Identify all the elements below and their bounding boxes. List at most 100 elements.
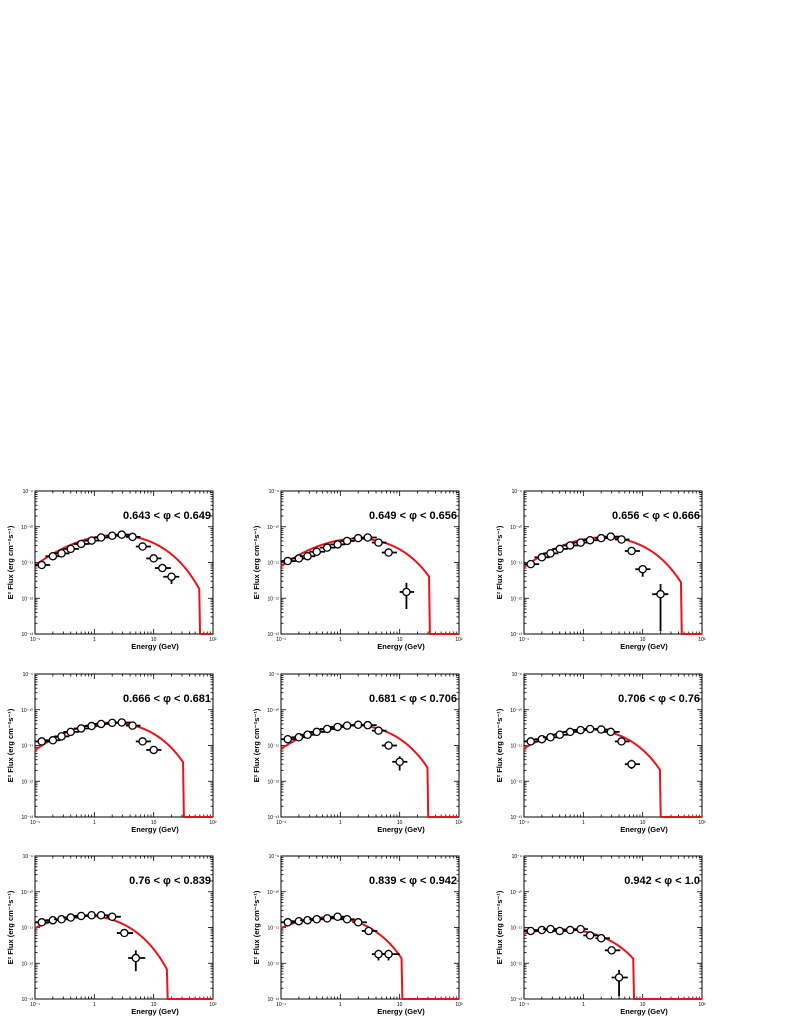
data-point — [361, 926, 378, 936]
y-tick-label: 10⁻⁹ — [269, 489, 279, 495]
data-marker — [303, 730, 312, 739]
data-marker — [283, 556, 293, 566]
phase-range-label: 0.706 < φ < 0.76 — [618, 693, 700, 705]
y-tick-label: 10⁻¹⁰ — [21, 890, 33, 896]
data-point — [371, 949, 387, 961]
y-tick-label: 10⁻¹³ — [267, 815, 279, 821]
data-point — [135, 737, 151, 746]
data-point — [552, 926, 568, 936]
data-point — [116, 928, 134, 938]
data-marker — [76, 724, 86, 733]
x-tick-label: 10⁻¹ — [276, 637, 286, 643]
data-marker — [322, 914, 332, 923]
x-axis-title: Energy (GeV) — [620, 642, 668, 651]
data-marker — [117, 530, 127, 539]
data-point — [281, 734, 297, 744]
x-tick-label: 10² — [698, 1002, 706, 1008]
y-axis-title: E² Flux (erg cm⁻²s⁻¹) — [495, 525, 504, 599]
data-point — [371, 726, 387, 735]
data-point — [330, 912, 346, 921]
data-marker — [526, 737, 536, 746]
data-marker — [555, 730, 564, 739]
data-point — [309, 727, 325, 737]
data-point — [154, 563, 171, 573]
y-tick-label: 10⁻⁹ — [269, 854, 279, 860]
data-point — [381, 949, 400, 961]
y-tick-label: 10⁻¹¹ — [510, 744, 522, 750]
data-point — [35, 560, 51, 570]
data-point — [573, 924, 589, 934]
y-tick-label: 10⁻¹² — [21, 961, 33, 967]
data-marker — [363, 720, 373, 730]
y-tick-label: 10⁻¹¹ — [21, 744, 33, 750]
data-point — [114, 530, 131, 539]
x-tick-label: 10² — [698, 637, 706, 643]
data-marker — [294, 916, 304, 926]
data-point — [63, 913, 79, 922]
x-tick-label: 10² — [209, 820, 217, 826]
data-marker — [627, 546, 636, 556]
x-tick-label: 1 — [582, 820, 585, 826]
data-point — [163, 572, 180, 585]
data-marker — [576, 924, 585, 934]
data-marker — [117, 718, 127, 727]
data-marker — [283, 918, 293, 927]
data-marker — [585, 724, 595, 734]
x-tick-label: 10⁻¹ — [30, 637, 40, 643]
data-point — [45, 551, 61, 561]
data-point — [360, 533, 377, 542]
x-tick-label: 10⁻¹ — [519, 637, 529, 643]
data-marker — [364, 926, 373, 936]
x-tick-label: 1 — [339, 820, 342, 826]
x-tick-label: 1 — [582, 1002, 585, 1008]
y-tick-label: 10⁻¹¹ — [510, 926, 522, 932]
data-marker — [303, 915, 312, 925]
data-point — [106, 912, 121, 921]
data-marker — [128, 532, 137, 542]
data-point — [381, 741, 397, 750]
data-point — [624, 546, 640, 556]
x-tick-label: 1 — [93, 820, 96, 826]
data-marker — [57, 549, 66, 558]
data-marker — [638, 564, 647, 574]
data-marker — [606, 727, 616, 737]
data-marker — [158, 563, 167, 573]
data-point — [603, 532, 620, 541]
y-tick-label: 10⁻⁹ — [512, 489, 522, 495]
y-tick-label: 10⁻¹¹ — [267, 744, 279, 750]
y-axis-title: E² Flux (erg cm⁻²s⁻¹) — [252, 708, 261, 782]
data-marker — [596, 533, 606, 543]
panel-5: 10⁻¹ 1 10 10² 10⁻⁹ 10⁻¹⁰ 10⁻¹¹ 10⁻¹² 10⁻¹³ Energy… — [252, 672, 463, 834]
data-point — [73, 539, 90, 549]
x-tick-label: 10 — [640, 637, 646, 643]
data-point — [94, 533, 109, 542]
data-marker — [526, 926, 536, 936]
data-marker — [66, 913, 75, 922]
x-tick-label: 10⁻¹ — [30, 1002, 40, 1008]
data-point — [125, 721, 141, 730]
y-tick-label: 10⁻⁹ — [269, 672, 279, 678]
data-marker — [138, 542, 147, 551]
data-point — [330, 540, 346, 549]
data-point — [63, 727, 79, 737]
data-marker — [614, 973, 624, 982]
x-tick-label: 1 — [582, 637, 585, 643]
x-tick-label: 10 — [397, 1002, 403, 1008]
data-marker — [149, 554, 158, 563]
x-tick-label: 10⁻¹ — [519, 1002, 529, 1008]
y-tick-label: 10⁻¹² — [21, 596, 33, 602]
x-tick-label: 10⁻¹ — [276, 820, 286, 826]
x-tick-label: 10⁻¹ — [276, 1002, 286, 1008]
x-axis-title: Energy (GeV) — [377, 1007, 425, 1016]
data-point — [319, 914, 336, 923]
y-tick-label: 10⁻⁹ — [23, 489, 33, 495]
data-marker — [138, 737, 147, 746]
data-marker — [565, 727, 575, 737]
x-axis-title: Energy (GeV) — [131, 825, 179, 834]
phase-range-label: 0.681 < φ < 0.706 — [369, 693, 457, 705]
model-curve — [34, 914, 213, 1000]
data-point — [94, 719, 109, 729]
data-point — [635, 564, 651, 577]
y-tick-label: 10⁻¹⁰ — [510, 708, 522, 714]
data-point — [146, 745, 162, 755]
